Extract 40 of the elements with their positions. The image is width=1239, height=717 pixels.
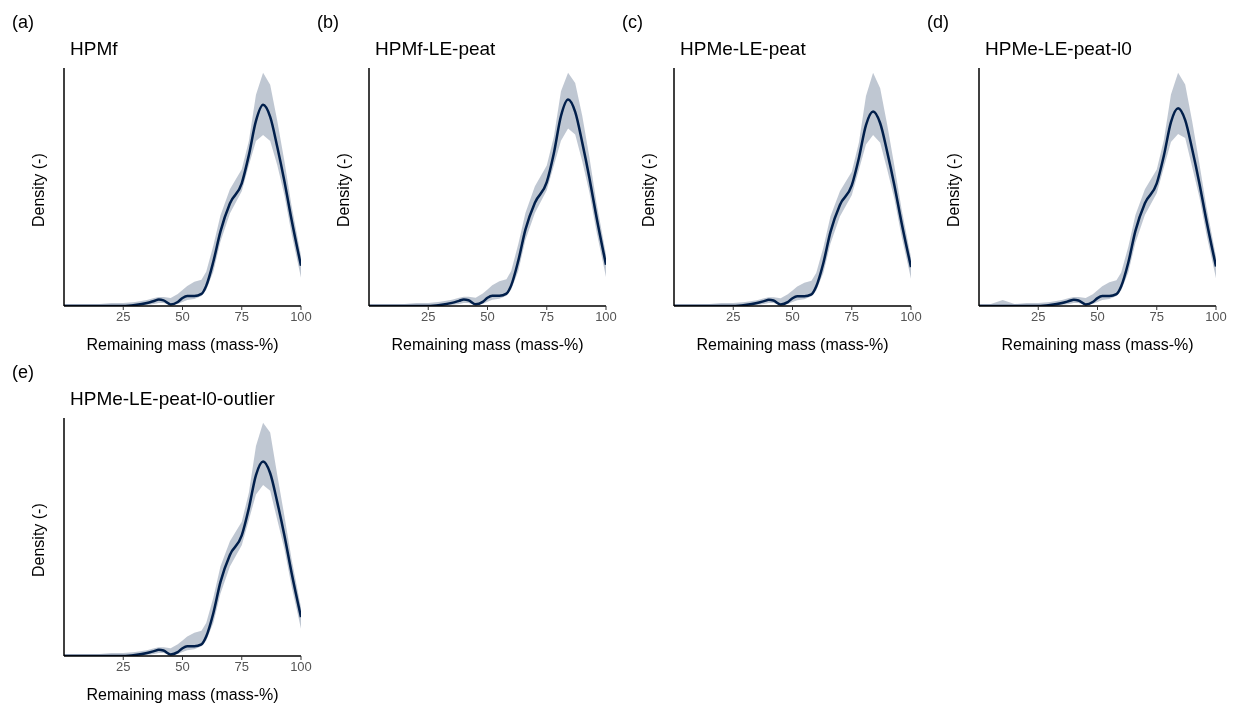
chart-title: HPMf-LE-peat — [375, 38, 496, 60]
x-tick-label: 25 — [116, 659, 131, 675]
x-tick-label: 100 — [290, 659, 312, 675]
x-axis-title: Remaining mass (mass-%) — [696, 336, 889, 353]
x-tick-label: 75 — [1149, 309, 1164, 325]
text: (e) — [12, 362, 34, 383]
text: (d) — [927, 12, 949, 33]
x-axis-title: Remaining mass (mass-%) — [86, 336, 279, 353]
x-tick-label: 75 — [844, 309, 859, 325]
x-tick-label: 50 — [480, 309, 495, 325]
chart-title: HPMe-LE-peat-l0-outlier — [70, 388, 275, 410]
x-tick-label: 25 — [116, 309, 131, 325]
x-tick-label: 50 — [785, 309, 800, 325]
x-tick-label: 100 — [1205, 309, 1227, 325]
x-axis-title: Remaining mass (mass-%) — [86, 686, 279, 703]
text: (a) — [12, 12, 34, 33]
y-axis-title: Density (-) — [29, 153, 47, 227]
x-axis-title: Remaining mass (mass-%) — [391, 336, 584, 353]
x-tick-label: 100 — [290, 309, 312, 325]
y-axis-title: Density (-) — [639, 153, 657, 227]
chart-title: HPMf — [70, 38, 118, 60]
x-tick-label: 25 — [726, 309, 741, 325]
y-axis-title: Density (-) — [29, 503, 47, 577]
x-tick-label: 75 — [234, 659, 249, 675]
x-tick-label: 100 — [595, 309, 617, 325]
x-tick-label: 75 — [234, 309, 249, 325]
x-tick-label: 75 — [539, 309, 554, 325]
x-tick-label: 25 — [421, 309, 436, 325]
text: (b) — [317, 12, 339, 33]
chart-title: HPMe-LE-peat-l0 — [985, 38, 1132, 60]
chart-title: HPMe-LE-peat — [680, 38, 806, 60]
x-tick-label: 25 — [1031, 309, 1046, 325]
x-tick-label: 50 — [1090, 309, 1105, 325]
y-axis-title: Density (-) — [944, 153, 962, 227]
text: (c) — [622, 12, 643, 33]
y-axis-title: Density (-) — [334, 153, 352, 227]
x-tick-label: 100 — [900, 309, 922, 325]
x-tick-label: 50 — [175, 659, 190, 675]
x-axis-title: Remaining mass (mass-%) — [1001, 336, 1194, 353]
x-tick-label: 50 — [175, 309, 190, 325]
